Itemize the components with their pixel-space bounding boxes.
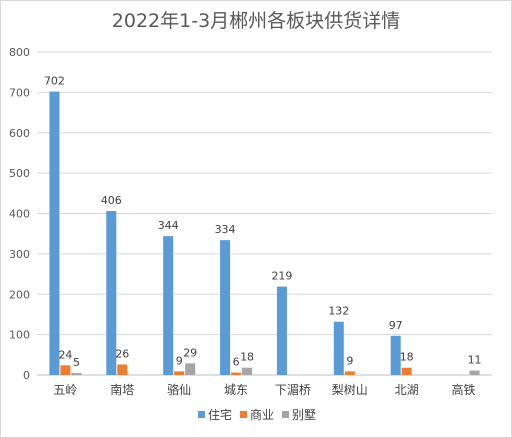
x-tick-label: 骆仙	[167, 382, 191, 397]
bar	[390, 335, 401, 375]
y-tick-label: 400	[9, 208, 30, 221]
chart-title: 2022年1-3月郴州各板块供货详情	[111, 10, 401, 32]
data-label: 18	[240, 351, 254, 364]
y-axis: 0 100 200 300 400 500 600 700 800	[9, 46, 30, 382]
bar	[49, 91, 60, 375]
data-label: 6	[233, 356, 240, 369]
x-tick-label: 梨树山	[332, 382, 368, 397]
bar	[242, 367, 253, 375]
bars	[49, 91, 480, 375]
legend-swatch	[240, 411, 247, 418]
data-label: 334	[215, 223, 236, 236]
data-label: 26	[115, 348, 129, 361]
bar	[174, 371, 185, 375]
legend-label: 商业	[250, 407, 274, 422]
bar	[231, 372, 242, 375]
bar	[333, 321, 344, 375]
legend-label: 住宅	[208, 407, 232, 422]
x-tick-label: 南塔	[110, 382, 134, 397]
data-label: 702	[44, 75, 65, 88]
data-label: 97	[389, 319, 403, 332]
bar	[185, 363, 196, 375]
y-tick-label: 0	[23, 369, 30, 382]
legend-label: 别墅	[292, 408, 316, 422]
bar	[106, 211, 117, 375]
data-label: 219	[271, 270, 292, 283]
data-label: 5	[73, 356, 80, 369]
legend-swatch	[282, 411, 289, 418]
legend: 住宅 商业 别墅	[198, 407, 316, 422]
data-label: 9	[346, 354, 353, 367]
bar	[469, 370, 480, 375]
y-tick-label: 800	[9, 46, 30, 59]
data-label: 344	[158, 219, 179, 232]
y-tick-label: 100	[9, 329, 30, 342]
x-axis: 五岭 南塔 骆仙 城东 下湄桥 梨树山 北湖 高铁	[53, 382, 475, 397]
data-label: 29	[183, 346, 197, 359]
bar	[117, 364, 128, 375]
bar	[401, 367, 412, 375]
y-tick-label: 600	[9, 127, 30, 140]
x-tick-label: 五岭	[53, 383, 77, 397]
bar	[163, 236, 174, 375]
y-tick-label: 500	[9, 167, 30, 180]
legend-swatch	[198, 411, 205, 418]
bar	[71, 372, 82, 375]
data-label: 11	[468, 354, 482, 367]
x-tick-label: 城东	[224, 383, 248, 397]
y-tick-label: 200	[9, 288, 30, 301]
x-tick-label: 高铁	[452, 382, 476, 397]
data-label: 24	[58, 348, 72, 361]
data-label: 406	[101, 194, 122, 207]
bar	[60, 365, 71, 375]
x-tick-label: 下湄桥	[275, 383, 311, 397]
y-tick-label: 700	[9, 86, 30, 99]
data-label: 18	[400, 351, 414, 364]
data-label: 132	[328, 305, 349, 318]
bar	[344, 371, 355, 375]
gridlines	[37, 51, 492, 376]
y-tick-label: 300	[9, 248, 30, 261]
bar	[276, 286, 287, 375]
data-label: 9	[176, 354, 183, 367]
x-tick-label: 北湖	[395, 382, 419, 397]
bar	[220, 240, 231, 375]
